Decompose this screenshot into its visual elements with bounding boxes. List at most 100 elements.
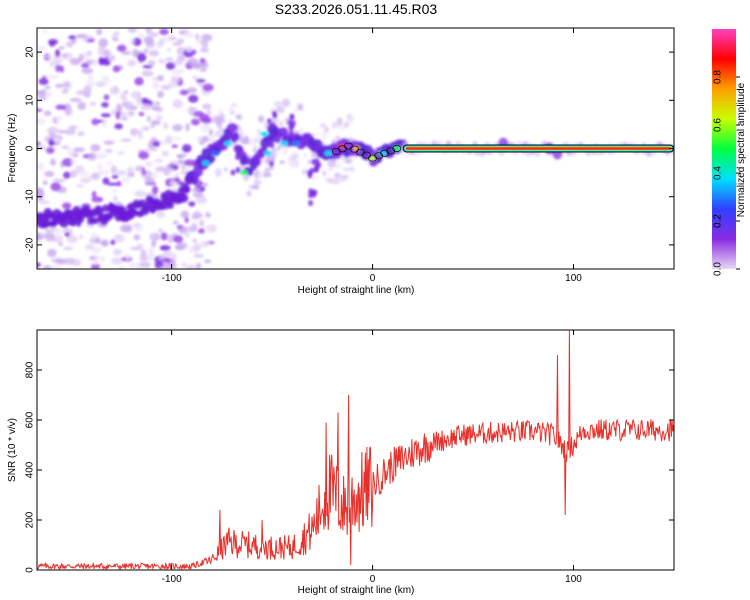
- spectrogram-noise-blob: [192, 75, 198, 81]
- spectrogram-hotspot: [264, 150, 273, 156]
- spectrogram-noise-blob: [61, 53, 68, 58]
- spectrogram-noise-blob: [112, 37, 120, 42]
- spectrogram-noise-blob: [192, 238, 198, 243]
- spectrogram-noise-blob: [43, 28, 48, 35]
- spectrogram-noise-blob: [291, 155, 295, 162]
- spectrogram-noise-blob: [168, 79, 179, 88]
- spectrogram-noise-blob: [98, 38, 109, 48]
- spectrogram-noise-blob: [89, 101, 97, 107]
- spectrogram-noise-blob: [37, 141, 41, 146]
- spectrogram-noise-blob: [43, 265, 52, 269]
- spectrogram-xtick-label: -100: [162, 273, 182, 284]
- spectrogram-noise-blob: [342, 167, 352, 172]
- spectrogram-noise-blob: [111, 257, 123, 265]
- spectrogram-noise-blob: [146, 255, 152, 261]
- spectrogram-noise-blob: [251, 185, 260, 189]
- spectrogram-noise-blob: [199, 47, 209, 53]
- spectrogram-noise-blob: [148, 49, 160, 57]
- spectrogram-noise-blob: [124, 253, 131, 261]
- spectrogram-noise-blob: [138, 131, 143, 140]
- spectrogram-noise-blob: [264, 156, 271, 165]
- spectrogram-ridge-blob: [287, 119, 293, 126]
- spectrogram-ridge-contour: [380, 149, 390, 157]
- spectrogram-noise-blob: [171, 78, 181, 82]
- spectrogram-noise-blob: [37, 162, 45, 172]
- spectrogram-noise-blob: [188, 201, 196, 207]
- spectrogram-noise-blob: [179, 172, 186, 176]
- spectrogram-ridge-contour: [374, 152, 384, 160]
- spectrogram-noise-blob: [37, 262, 41, 268]
- spectrogram-noise-blob: [101, 102, 109, 108]
- spectrogram-noise-blob: [197, 81, 205, 88]
- spectrogram-ridge-blob: [90, 217, 100, 225]
- spectrogram-ridge-contour: [386, 147, 396, 155]
- spectrogram-noise-blob: [50, 158, 57, 166]
- spectrogram-hotspot: [239, 170, 248, 176]
- spectrogram-noise-blob: [161, 84, 172, 90]
- spectrogram-noise-blob: [202, 103, 212, 110]
- spectrogram-blobs: [37, 28, 674, 269]
- spectrogram-noise-blob: [69, 57, 81, 65]
- spectrogram-noise-blob: [146, 115, 152, 122]
- spectrogram-noise-blob: [45, 147, 55, 154]
- spectrogram-noise-blob: [97, 256, 106, 262]
- colorbar-label: Normalized spectral amplitude: [736, 82, 747, 217]
- spectrogram-noise-blob: [229, 110, 235, 115]
- spectrogram-noise-blob: [91, 196, 104, 203]
- spectrogram-noise-blob: [141, 170, 147, 175]
- spectrogram-noise-blob: [204, 225, 213, 230]
- spectrogram-noise-blob: [119, 92, 126, 100]
- spectrogram-noise-blob: [165, 135, 173, 144]
- spectrogram-ytick-label: 0: [25, 145, 36, 151]
- spectrogram-noise-blob: [223, 166, 228, 173]
- spectrogram-noise-blob: [37, 233, 43, 241]
- spectrogram-noise-blob: [173, 59, 183, 66]
- spectrogram-noise-blob: [258, 115, 265, 123]
- spectrogram-ridge-blob: [288, 129, 294, 136]
- spectrogram-noise-blob: [68, 35, 78, 40]
- spectrogram-noise-blob: [178, 225, 187, 235]
- spectrogram-noise-blob: [195, 78, 206, 83]
- spectrogram-noise-blob: [87, 74, 94, 82]
- spectrogram-noise-blob: [201, 135, 210, 143]
- spectrogram-ridge-blob: [254, 157, 261, 167]
- spectrogram-ridge-blob: [226, 123, 238, 133]
- spectrogram-ridge-blob: [183, 185, 191, 193]
- spectrogram-ridge-blob: [205, 154, 216, 163]
- spectrogram-noise-blob: [156, 211, 166, 218]
- spectrogram-noise-blob: [95, 237, 101, 244]
- spectrogram-xtick-label: 0: [370, 273, 376, 284]
- spectrogram-noise-blob: [151, 239, 157, 248]
- spectrogram-noise-blob: [198, 62, 207, 67]
- spectrogram-noise-blob: [312, 176, 318, 181]
- spectrogram-noise-blob: [157, 90, 164, 98]
- spectrogram-noise-blob: [215, 168, 221, 177]
- spectrogram-noise-blob: [311, 132, 319, 136]
- spectrogram-noise-blob: [192, 210, 202, 220]
- spectrogram-noise-blob: [301, 168, 307, 176]
- spectrogram-noise-blob: [198, 240, 211, 246]
- spectrogram-noise-blob: [173, 136, 182, 141]
- spectrogram-noise-blob: [78, 53, 84, 62]
- spectrogram-noise-blob: [112, 188, 118, 193]
- spectrogram-noise-blob: [177, 159, 184, 164]
- spectrogram-noise-blob: [115, 170, 127, 176]
- spectrogram-noise-blob: [190, 118, 200, 126]
- spectrogram-ridge-blob: [316, 162, 322, 169]
- spectrogram-noise-blob: [155, 166, 167, 172]
- spectrogram-ridge-blob: [269, 142, 275, 149]
- spectrogram-noise-blob: [171, 68, 182, 76]
- spectrogram-noise-blob: [113, 30, 120, 36]
- spectrogram-noise-blob: [77, 131, 85, 137]
- spectrogram-noise-blob: [174, 244, 186, 251]
- spectrogram-noise-blob: [162, 257, 172, 264]
- spectrogram-noise-blob: [187, 57, 199, 67]
- spectrogram-ridge-blob: [311, 158, 317, 165]
- spectrogram-noise-blob: [101, 119, 107, 128]
- spectrogram-ridge-blob: [41, 218, 51, 228]
- spectrogram-noise-blob: [91, 118, 100, 126]
- spectrogram-noise-blob: [200, 38, 208, 47]
- spectrogram-hotspot: [211, 150, 220, 156]
- spectrogram-noise-blob: [93, 257, 98, 266]
- spectrogram-noise-blob: [321, 131, 327, 141]
